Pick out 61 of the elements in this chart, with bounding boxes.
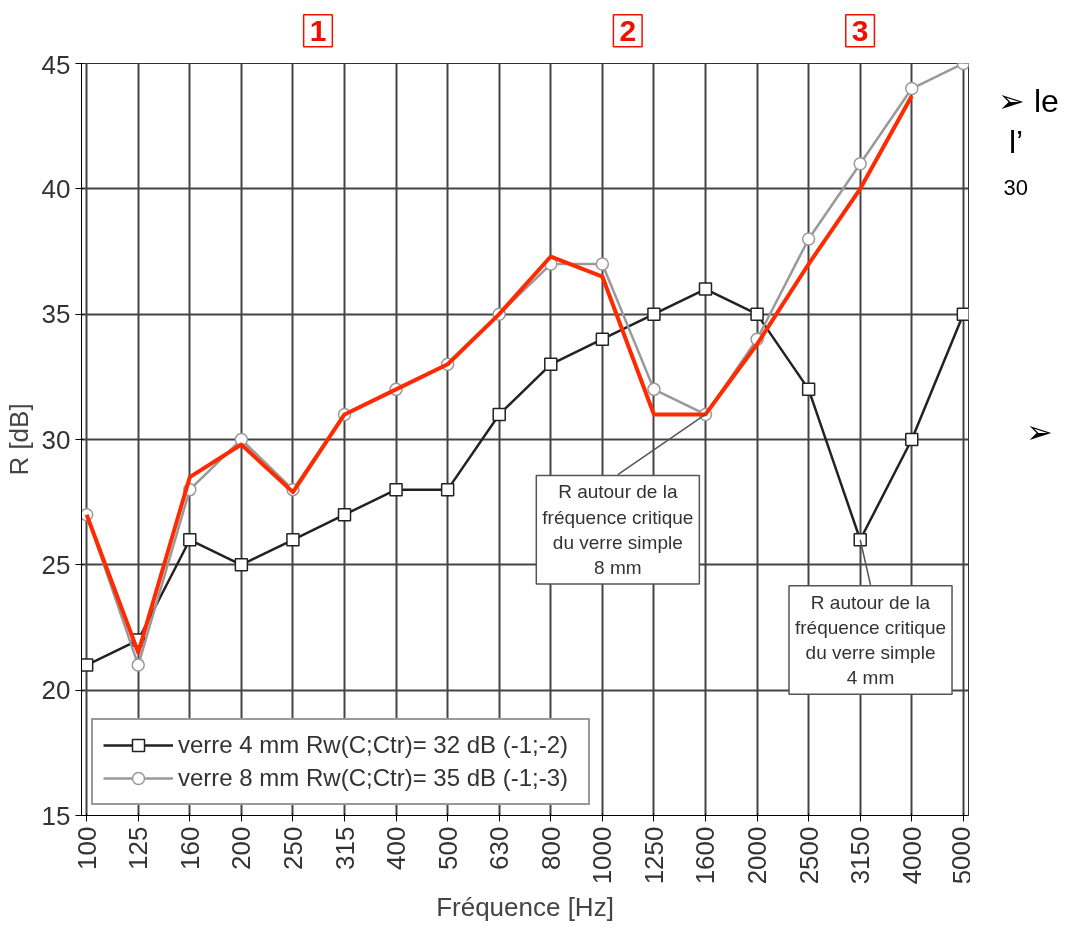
point xyxy=(544,357,558,372)
legend-label: verre 8 mm Rw(C;Ctr)= 35 dB (-1;-3) xyxy=(178,763,570,793)
x-tick-label: 160 xyxy=(174,826,205,870)
text: 2 xyxy=(619,13,637,47)
point xyxy=(234,558,249,572)
point xyxy=(595,332,610,346)
y-tick-label: 20 xyxy=(41,675,71,706)
point xyxy=(81,658,94,672)
y-tick-label: 40 xyxy=(41,173,71,204)
point xyxy=(905,81,919,96)
x-tick-label: 4000 xyxy=(896,826,927,885)
point xyxy=(440,482,455,497)
x-tick-label: 3150 xyxy=(845,826,876,885)
y-tick-label: 45 xyxy=(41,49,71,80)
point xyxy=(801,232,816,246)
y-tick-label: 15 xyxy=(41,800,71,831)
point xyxy=(337,507,352,522)
x-tick-label: 500 xyxy=(432,826,463,870)
point xyxy=(853,533,867,547)
point xyxy=(389,482,403,497)
x-tick-label: 200 xyxy=(226,826,257,870)
point xyxy=(131,658,145,672)
x-tick-label: 100 xyxy=(71,826,102,870)
y-tick-label: 25 xyxy=(41,549,71,580)
x-axis-title: Fréquence [Hz] xyxy=(436,892,614,923)
x-tick-label: 400 xyxy=(381,826,412,870)
point xyxy=(801,382,816,397)
point xyxy=(492,407,506,422)
x-tick-label: 2500 xyxy=(793,826,824,885)
text: 30 xyxy=(1003,175,1028,201)
text: ➢ le xyxy=(998,83,1059,120)
y-tick-label: 35 xyxy=(41,299,71,330)
text: ➢ xyxy=(1025,413,1053,450)
x-tick-label: 315 xyxy=(329,826,360,870)
point xyxy=(956,307,969,321)
y-tick-label: 30 xyxy=(41,424,71,455)
text: 1 xyxy=(309,13,327,47)
point xyxy=(595,257,610,271)
point xyxy=(905,432,919,447)
text: l’ xyxy=(1009,124,1024,161)
point xyxy=(647,307,661,321)
point xyxy=(286,533,300,547)
x-tick-label: 1250 xyxy=(638,826,669,885)
annotation: R autour de la fréquence critique du verre simple 4 mm xyxy=(795,591,947,689)
x-tick-label: 630 xyxy=(484,826,515,870)
x-tick-label: 2000 xyxy=(742,826,773,885)
x-tick-label: 250 xyxy=(277,826,308,870)
x-tick-label: 800 xyxy=(535,826,566,870)
legend-label: verre 4 mm Rw(C;Ctr)= 32 dB (-1;-2) xyxy=(178,730,570,760)
point xyxy=(698,282,713,296)
x-tick-label: 5000 xyxy=(946,826,977,885)
x-tick-label: 1600 xyxy=(690,826,721,885)
x-tick-label: 125 xyxy=(123,826,154,870)
point xyxy=(853,157,867,171)
annotation: R autour de la fréquence critique du verre simple 8 mm xyxy=(542,481,694,579)
point xyxy=(750,307,764,321)
y-axis-title: R [dB] xyxy=(3,403,34,476)
x-tick-label: 1000 xyxy=(587,826,618,885)
text: 3 xyxy=(851,13,869,47)
point xyxy=(183,533,197,547)
point xyxy=(647,382,661,397)
